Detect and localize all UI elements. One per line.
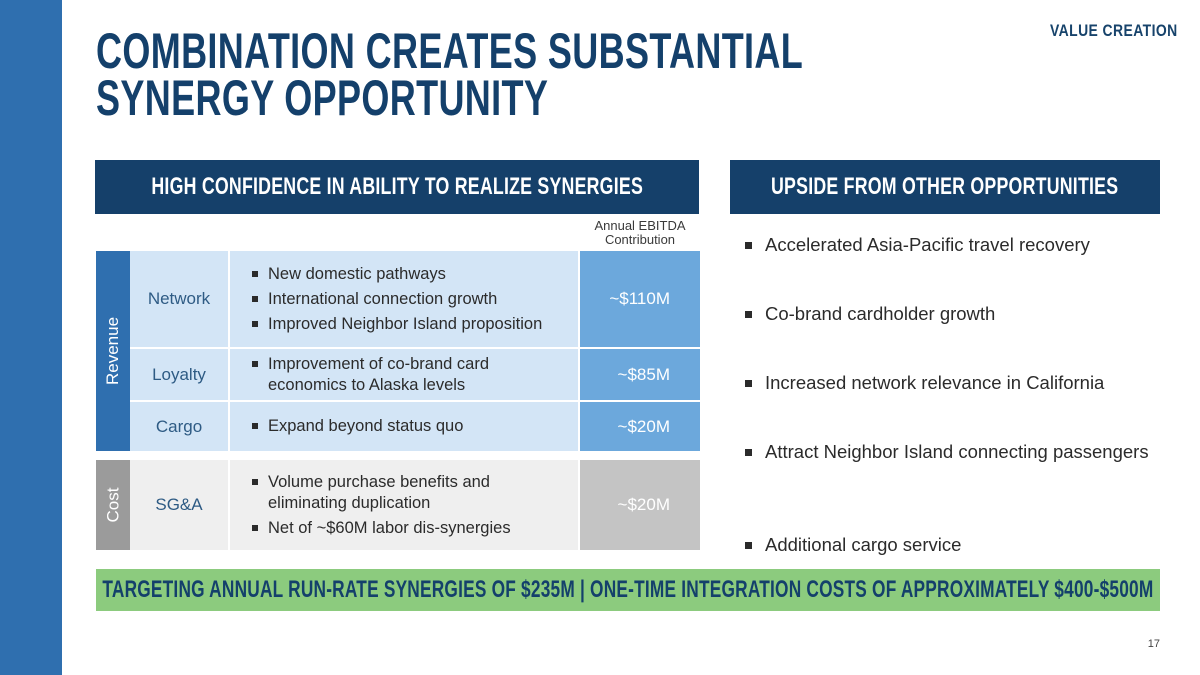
sga-bullet-list: Volume purchase benefits and eliminating… (252, 468, 518, 543)
list-item: Expand beyond status quo (252, 416, 463, 437)
table-row-category-network: Network (130, 251, 228, 347)
table-row-value-sga: ~$20M (580, 460, 700, 550)
table-row-category-cargo: Cargo (130, 402, 228, 451)
list-item: Increased network relevance in Californi… (745, 372, 1155, 394)
table-row-value-network: ~$110M (580, 251, 700, 347)
table-row-value-cargo: ~$20M (580, 402, 700, 451)
category-label: SG&A (155, 495, 203, 514)
page-title: COMBINATION CREATES SUBSTANTIAL SYNERGY … (96, 26, 803, 123)
table-row-description-network: New domestic pathways International conn… (230, 251, 578, 347)
loyalty-bullet-list: Improvement of co-brand card economics t… (252, 350, 518, 400)
table-row-value-loyalty: ~$85M (580, 349, 700, 400)
section-tag: VALUE CREATION (1050, 21, 1178, 40)
table-row-description-sga: Volume purchase benefits and eliminating… (230, 460, 578, 550)
table-row-description-loyalty: Improvement of co-brand card economics t… (230, 349, 578, 400)
category-label: Loyalty (152, 364, 206, 384)
table-row-description-cargo: Expand beyond status quo (230, 402, 578, 451)
list-item: Co-brand cardholder growth (745, 303, 1155, 325)
list-item: Additional cargo service (745, 534, 1155, 556)
network-bullet-list: New domestic pathways International conn… (252, 260, 542, 339)
title-line-2: SYNERGY OPPORTUNITY (96, 70, 549, 126)
opportunities-panel-header: UPSIDE FROM OTHER OPPORTUNITIES (730, 160, 1160, 214)
opportunities-panel-heading: UPSIDE FROM OTHER OPPORTUNITIES (771, 173, 1119, 200)
title-line-1: COMBINATION CREATES SUBSTANTIAL (96, 23, 804, 79)
ebitda-value: ~$85M (617, 364, 670, 384)
category-label: Network (147, 289, 211, 308)
ebitda-column-header: Annual EBITDA Contribution (580, 219, 700, 247)
revenue-label-text: Revenue (103, 316, 122, 386)
synergy-target-banner: TARGETING ANNUAL RUN-RATE SYNERGIES OF $… (96, 569, 1160, 611)
table-row-category-loyalty: Loyalty (130, 349, 228, 400)
ebitda-value: ~$20M (617, 416, 670, 436)
list-item: Net of ~$60M labor dis-synergies (252, 518, 518, 539)
ebitda-header-line-1: Annual EBITDA (594, 218, 686, 233)
list-item: New domestic pathways (252, 264, 542, 285)
list-item: Improved Neighbor Island proposition (252, 314, 542, 335)
list-item: Improvement of co-brand card economics t… (252, 354, 518, 396)
ebitda-value: ~$20M (617, 495, 670, 514)
page-number: 17 (1147, 638, 1160, 650)
category-label: Cargo (155, 416, 203, 436)
list-item: Volume purchase benefits and eliminating… (252, 472, 518, 514)
ebitda-header-line-2: Contribution (604, 232, 676, 247)
banner-text: TARGETING ANNUAL RUN-RATE SYNERGIES OF $… (102, 576, 1154, 603)
cost-side-label: Cost (96, 460, 130, 550)
table-row-category-sga: SG&A (130, 460, 228, 550)
synergies-panel-header: HIGH CONFIDENCE IN ABILITY TO REALIZE SY… (95, 160, 699, 214)
list-item: Accelerated Asia-Pacific travel recovery (745, 234, 1155, 256)
cargo-bullet-list: Expand beyond status quo (252, 412, 463, 441)
ebitda-value: ~$110M (609, 289, 670, 308)
cost-label-text: Cost (103, 487, 122, 523)
left-sidebar-bar (0, 0, 62, 675)
synergies-panel-heading: HIGH CONFIDENCE IN ABILITY TO REALIZE SY… (151, 173, 643, 200)
list-item: International connection growth (252, 289, 542, 310)
list-item: Attract Neighbor Island connecting passe… (745, 441, 1155, 463)
revenue-side-label: Revenue (96, 251, 130, 451)
